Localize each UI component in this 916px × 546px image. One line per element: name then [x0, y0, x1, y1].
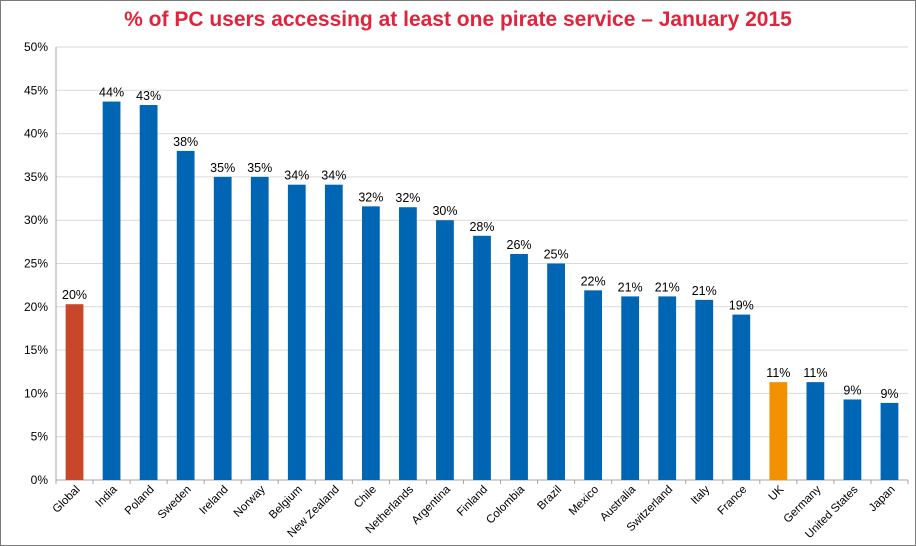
- x-tick-label: Norway: [232, 483, 268, 519]
- bar-uk: [769, 382, 788, 480]
- data-label: 19%: [729, 299, 754, 313]
- bar-mexico: [584, 290, 603, 480]
- x-tick-label: Sweden: [156, 484, 194, 522]
- x-tick-label: UK: [767, 483, 787, 503]
- x-tick-label: Italy: [689, 483, 713, 507]
- x-tick-label: Colombia: [484, 483, 527, 526]
- data-label: 44%: [99, 86, 124, 100]
- y-tick-label: 15%: [24, 343, 48, 357]
- x-tick-label: Global: [51, 484, 83, 516]
- data-label: 20%: [62, 288, 87, 302]
- data-label: 11%: [803, 366, 827, 380]
- data-label: 35%: [210, 161, 235, 175]
- data-label: 11%: [766, 366, 790, 380]
- data-label: 22%: [581, 274, 606, 288]
- data-label: 9%: [880, 387, 898, 401]
- data-label: 32%: [358, 190, 383, 204]
- bar-united-states: [843, 399, 862, 480]
- y-tick-label: 30%: [24, 213, 48, 227]
- x-tick-label: Chile: [352, 484, 379, 511]
- x-tick-label: France: [716, 484, 750, 518]
- bar-belgium: [287, 184, 306, 480]
- data-label: 9%: [843, 383, 861, 397]
- y-tick-label: 10%: [24, 386, 48, 400]
- bar-chile: [361, 206, 380, 480]
- x-tick-label: Ireland: [197, 484, 230, 517]
- y-tick-label: 40%: [24, 127, 48, 141]
- bar-global: [65, 304, 84, 480]
- bar-colombia: [510, 253, 528, 480]
- data-label: 34%: [321, 169, 346, 183]
- bar-argentina: [436, 220, 454, 480]
- x-tick-label: Brazil: [535, 484, 564, 513]
- bar-japan: [880, 402, 899, 480]
- data-label: 26%: [507, 238, 532, 252]
- bar-australia: [621, 296, 640, 480]
- data-label: 25%: [544, 248, 569, 262]
- x-tick-label: Belgium: [267, 484, 305, 522]
- bar-sweden: [176, 150, 195, 481]
- bar-india: [102, 101, 121, 481]
- x-tick-label: Argentina: [410, 483, 454, 527]
- y-tick-label: 45%: [24, 83, 48, 97]
- bar-germany: [806, 382, 825, 480]
- y-tick-label: 50%: [24, 40, 48, 54]
- x-tick-label: Japan: [867, 484, 898, 515]
- data-label: 30%: [432, 204, 457, 218]
- bar-new-zealand: [324, 184, 343, 480]
- data-label: 34%: [284, 169, 309, 183]
- x-tick-label: Mexico: [567, 484, 601, 518]
- x-tick-label: Finland: [455, 484, 490, 519]
- bar-switzerland: [658, 296, 677, 480]
- data-label: 38%: [173, 135, 198, 149]
- bar-france: [732, 314, 751, 480]
- y-tick-label: 25%: [24, 257, 48, 271]
- y-tick-label: 20%: [24, 300, 48, 314]
- data-label: 43%: [136, 89, 161, 103]
- bar-ireland: [213, 176, 232, 480]
- bar-poland: [139, 105, 158, 480]
- y-tick-label: 0%: [31, 473, 49, 487]
- data-label: 32%: [395, 191, 420, 205]
- data-label: 21%: [655, 280, 680, 294]
- data-label: 35%: [247, 161, 272, 175]
- data-label: 28%: [469, 220, 494, 234]
- x-tick-label: Poland: [123, 484, 157, 518]
- bar-brazil: [547, 263, 565, 480]
- data-label: 21%: [618, 280, 643, 294]
- chart-title: % of PC users accessing at least one pir…: [124, 8, 792, 31]
- bar-finland: [473, 235, 491, 480]
- y-tick-label: 5%: [31, 430, 49, 444]
- y-tick-label: 35%: [24, 170, 48, 184]
- bar-netherlands: [399, 207, 417, 480]
- x-tick-label: India: [94, 483, 121, 510]
- bar-norway: [250, 176, 269, 480]
- bar-italy: [695, 299, 714, 480]
- data-label: 21%: [692, 284, 717, 298]
